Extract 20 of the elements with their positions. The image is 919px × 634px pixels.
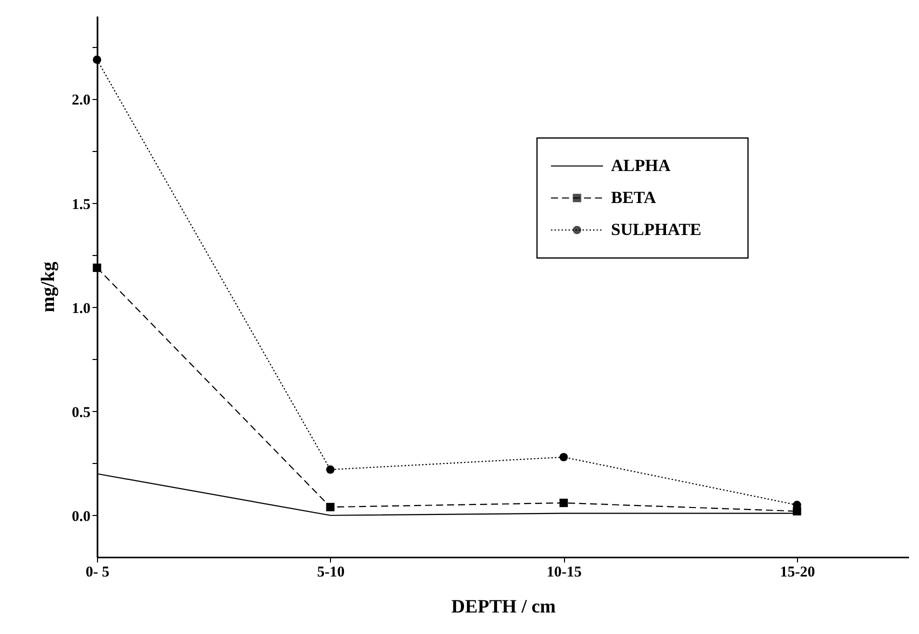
legend-label: ALPHA (611, 156, 672, 175)
point (326, 502, 335, 512)
legend-label: BETA (611, 188, 657, 207)
y-tick-label: 0.5 (72, 404, 90, 421)
y-axis-title: mg/kg (38, 261, 59, 312)
point (559, 498, 568, 508)
point (326, 465, 335, 474)
y-tick-label: 1.0 (72, 300, 90, 317)
legend-label: SULPHATE (611, 220, 702, 239)
y-tick-label: 1.5 (72, 196, 90, 213)
x-tick-label: 5-10 (317, 564, 345, 580)
x-tick-label: 10-15 (546, 564, 582, 580)
x-tick-label: 15-20 (780, 564, 815, 580)
y-tick-label: 2.0 (72, 92, 90, 109)
y-tick-label: 0.0 (72, 508, 90, 525)
point (559, 452, 568, 462)
point (92, 56, 102, 64)
x-tick-label: 0- 5 (86, 564, 110, 580)
x-axis-title: DEPTH / cm (451, 596, 556, 618)
point (92, 264, 102, 272)
